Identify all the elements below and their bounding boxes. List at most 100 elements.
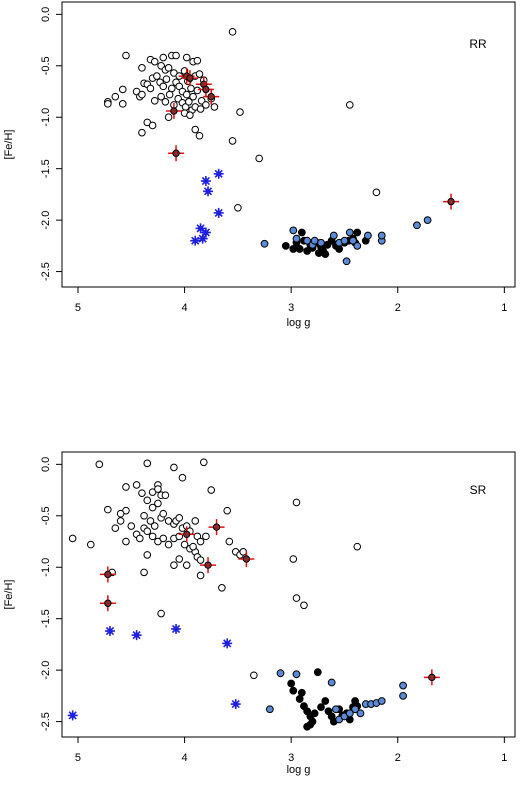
red-cross-point: [423, 669, 440, 686]
open-circle-point: [178, 473, 187, 482]
x-tick-label: 4: [182, 752, 188, 764]
open-circle-point: [146, 517, 155, 525]
open-circle-point: [196, 556, 205, 564]
red-cross-point: [165, 103, 182, 120]
open-circle-point: [193, 56, 202, 65]
x-axis-label: log g: [287, 317, 311, 329]
black-point: [313, 668, 322, 677]
open-circle-point: [202, 101, 210, 109]
blue-star-point: [190, 235, 201, 246]
blue-point: [349, 236, 357, 245]
blue-star-point: [213, 168, 224, 179]
open-circle-point: [239, 548, 247, 556]
y-axis-label: [Fe/H]: [3, 580, 15, 610]
blue-point: [265, 705, 274, 714]
blue-point: [317, 238, 325, 247]
open-circle-point: [193, 86, 202, 95]
black-point: [317, 703, 325, 712]
black-point: [297, 688, 306, 697]
open-circle-point: [150, 57, 159, 66]
open-circle-point: [159, 509, 168, 518]
black-point: [310, 709, 319, 718]
open-circle-point: [118, 85, 127, 94]
open-circle-point: [180, 540, 189, 549]
open-circle-point: [157, 92, 165, 101]
open-circle-point: [118, 100, 127, 108]
open-circle-point: [189, 92, 197, 101]
open-circle-point: [202, 532, 210, 541]
open-circle-point: [172, 51, 180, 60]
red-cross-point: [443, 193, 460, 210]
y-tick-label: -1.5: [40, 609, 52, 628]
open-circle-point: [162, 75, 171, 83]
blue-star-point: [203, 186, 214, 197]
black-point: [281, 241, 290, 250]
x-tick-label: 1: [501, 302, 507, 314]
black-point: [306, 720, 315, 729]
red-cross-point: [238, 551, 255, 568]
open-circle-point: [161, 98, 170, 106]
blue-point: [399, 691, 407, 700]
panel-label: RR: [469, 37, 487, 51]
open-circle-point: [292, 498, 301, 507]
y-tick-label: -0.5: [40, 506, 52, 525]
y-tick-label: -2.5: [40, 262, 52, 281]
open-circle-point: [182, 90, 191, 99]
x-tick-label: 1: [501, 752, 507, 764]
blue-star-point: [67, 710, 78, 721]
red-cross-point: [203, 88, 220, 105]
blue-point: [303, 236, 312, 245]
open-circle-point: [182, 53, 191, 62]
open-circle-point: [170, 463, 178, 472]
open-circle-point: [111, 524, 120, 532]
blue-point: [292, 234, 301, 243]
blue-point: [327, 678, 336, 687]
open-circle-point: [175, 514, 184, 522]
open-circle-point: [150, 96, 159, 105]
open-circle-point: [143, 527, 152, 536]
y-tick-label: -2.0: [40, 211, 52, 230]
x-axis-label: log g: [287, 764, 311, 776]
y-tick-label: 0.0: [40, 457, 52, 472]
y-axis-label: [Fe/H]: [3, 130, 15, 160]
blue-star-point: [131, 630, 142, 641]
open-circle-point: [372, 188, 381, 197]
open-circle-point: [164, 540, 173, 549]
open-circle-point: [196, 105, 205, 113]
open-circle-point: [138, 489, 146, 497]
open-circle-point: [228, 137, 237, 145]
open-circle-point: [289, 555, 298, 563]
open-circle-point: [228, 28, 237, 36]
open-circle-point: [234, 203, 242, 212]
red-cross-point: [168, 145, 185, 162]
open-circle-point: [191, 517, 200, 525]
y-tick-label: -1.0: [40, 108, 52, 127]
x-tick-label: 5: [75, 302, 81, 314]
open-circle-point: [250, 671, 258, 680]
blue-star-point: [171, 623, 182, 634]
blue-point: [292, 670, 301, 679]
open-circle-point: [199, 458, 208, 467]
red-cross-point: [99, 595, 116, 612]
blue-point: [377, 697, 386, 705]
black-point: [295, 245, 304, 253]
open-circle-point: [104, 100, 112, 108]
open-circle-point: [185, 98, 193, 106]
open-circle-point: [189, 542, 197, 551]
open-circle-point: [195, 70, 204, 78]
open-circle-point: [300, 601, 308, 610]
y-tick-label: -1.0: [40, 558, 52, 577]
blue-point: [423, 216, 432, 225]
red-cross-point: [208, 519, 225, 536]
open-circle-point: [143, 496, 152, 505]
open-circle-point: [175, 555, 184, 563]
open-circle-point: [122, 483, 130, 491]
open-circle-point: [95, 460, 104, 469]
blue-point: [364, 231, 372, 240]
blue-point: [345, 228, 354, 237]
open-circle-point: [140, 511, 148, 520]
blue-point: [413, 221, 421, 230]
open-circle-point: [154, 499, 162, 508]
black-point: [353, 228, 362, 237]
open-circle-point: [196, 571, 205, 580]
